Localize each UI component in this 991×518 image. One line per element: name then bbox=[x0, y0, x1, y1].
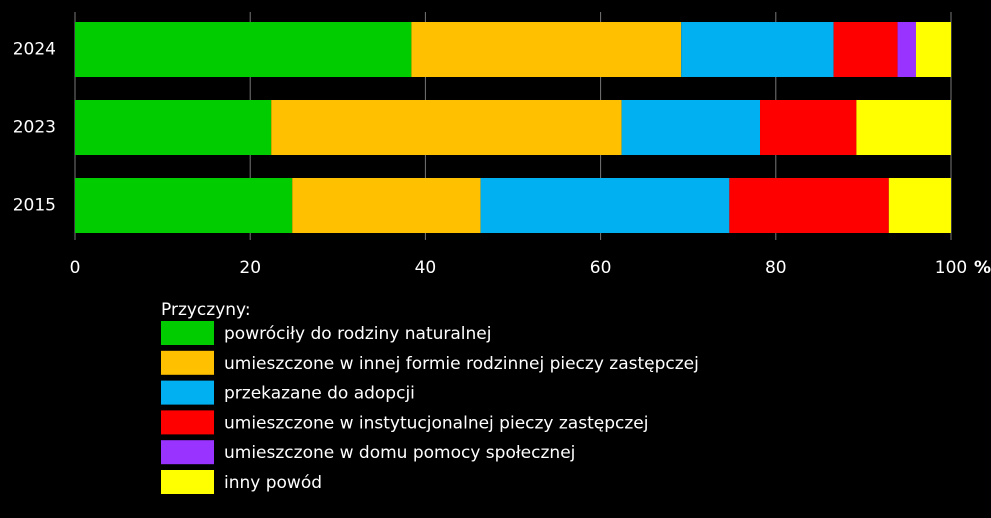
y-tick-label: 2023 bbox=[13, 118, 56, 138]
bar-segment bbox=[271, 100, 622, 155]
legend-swatch bbox=[161, 440, 214, 465]
legend-label: umieszczone w domu pomocy społecznej bbox=[224, 443, 575, 463]
x-tick-label: 80 bbox=[765, 258, 787, 278]
legend-swatch bbox=[161, 321, 214, 345]
bar-segment bbox=[292, 178, 481, 233]
legend-label: umieszczone w innej formie rodzinnej pie… bbox=[224, 354, 699, 374]
bar-segment bbox=[75, 178, 293, 233]
x-tick-label: 20 bbox=[239, 258, 261, 278]
x-tick-label: 0 bbox=[70, 258, 81, 278]
x-unit: % bbox=[974, 258, 991, 278]
x-tick-label: 100 bbox=[935, 258, 967, 278]
legend-label: przekazane do adopcji bbox=[224, 384, 415, 404]
bar-segment bbox=[897, 22, 916, 77]
legend-swatch bbox=[161, 350, 214, 375]
x-tick-label: 40 bbox=[415, 258, 437, 278]
y-tick-label: 2015 bbox=[13, 196, 56, 216]
bar-segment bbox=[621, 100, 761, 155]
bar-segment bbox=[888, 178, 951, 233]
legend-label: inny powód bbox=[224, 473, 322, 493]
legend-label: powróciły do rodziny naturalnej bbox=[224, 324, 491, 344]
bar-segment bbox=[760, 100, 857, 155]
bar-segment bbox=[833, 22, 898, 77]
legend-swatch bbox=[161, 470, 214, 494]
bar-segment bbox=[75, 22, 412, 77]
legend-swatch bbox=[161, 410, 214, 435]
x-tick-label: 60 bbox=[590, 258, 612, 278]
bar-segment bbox=[915, 22, 951, 77]
bar-segment bbox=[411, 22, 682, 77]
bar-segment bbox=[75, 100, 272, 155]
bar-segment bbox=[729, 178, 889, 233]
bar-segment bbox=[480, 178, 730, 233]
y-tick-label: 2024 bbox=[13, 40, 56, 60]
legend-label: umieszczone w instytucjonalnej pieczy za… bbox=[224, 413, 648, 433]
bar-segment bbox=[856, 100, 951, 155]
legend-title: Przyczyny: bbox=[161, 300, 251, 320]
bar-segment bbox=[681, 22, 834, 77]
legend-swatch bbox=[161, 380, 214, 405]
